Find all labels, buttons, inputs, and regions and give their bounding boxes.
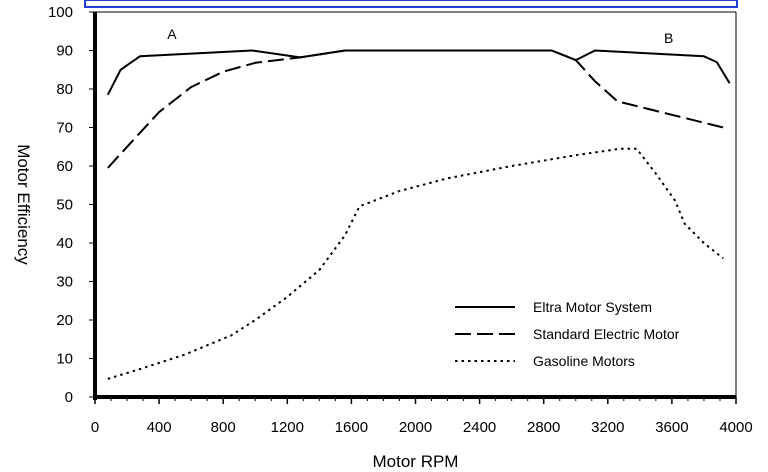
annotation-label: B bbox=[664, 30, 673, 46]
x-tick-label: 3600 bbox=[655, 419, 688, 436]
legend: Eltra Motor System Standard Electric Moto… bbox=[455, 299, 680, 369]
series-line-dotted bbox=[108, 149, 723, 379]
x-tick-label: 400 bbox=[147, 419, 172, 436]
x-tick-label: 1600 bbox=[335, 419, 368, 436]
legend-label: Gasoline Motors bbox=[533, 353, 635, 369]
y-tick-label: 60 bbox=[56, 158, 73, 175]
x-tick-label: 2800 bbox=[527, 419, 560, 436]
y-tick-label: 30 bbox=[56, 274, 73, 291]
y-tick-label: 10 bbox=[56, 351, 73, 368]
x-axis-title: Motor RPM bbox=[373, 452, 459, 471]
y-tick-label: 80 bbox=[56, 81, 73, 98]
x-tick-label: 3200 bbox=[591, 419, 624, 436]
series-line-dashed bbox=[108, 51, 723, 168]
y-axis-title: Motor Efficiency bbox=[14, 144, 33, 265]
y-tick-label: 50 bbox=[56, 197, 73, 214]
y-tick-label: 40 bbox=[56, 235, 73, 252]
x-tick-label: 2000 bbox=[399, 419, 432, 436]
series-line-solid bbox=[108, 51, 730, 95]
y-tick-label: 70 bbox=[56, 120, 73, 137]
x-tick-label: 0 bbox=[91, 419, 99, 436]
x-tick-label: 1200 bbox=[271, 419, 304, 436]
y-tick-label: 20 bbox=[56, 312, 73, 329]
top-accent-bar bbox=[85, 0, 737, 7]
y-tick-label: 100 bbox=[48, 4, 73, 21]
legend-label: Eltra Motor System bbox=[533, 299, 652, 315]
y-tick-label: 90 bbox=[56, 43, 73, 60]
y-tick-label: 0 bbox=[65, 389, 73, 406]
legend-label: Standard Electric Motor bbox=[533, 326, 680, 342]
x-tick-label: 800 bbox=[211, 419, 236, 436]
x-tick-label: 4000 bbox=[719, 419, 752, 436]
ticks: 0 10 20 30 40 50 60 70 80 90 100 0 400 800 1200 1600 200… bbox=[48, 4, 753, 436]
x-tick-label: 2400 bbox=[463, 419, 496, 436]
annotation-label: A bbox=[167, 26, 177, 42]
